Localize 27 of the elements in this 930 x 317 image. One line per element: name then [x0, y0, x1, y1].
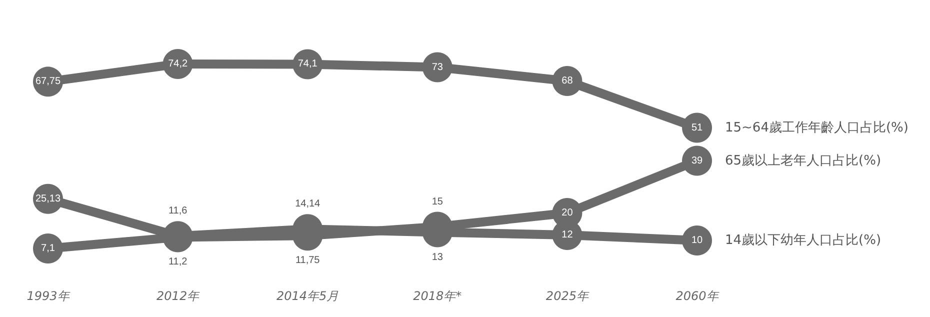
data-label: 7,1: [41, 242, 56, 254]
x-tick-label: 2025年: [546, 289, 590, 303]
series-label: 65歲以上老年人口占比(%): [725, 153, 882, 168]
x-tick-label: 1993年: [26, 289, 70, 303]
series-label: 15~64歲工作年齡人口占比(%): [725, 120, 908, 136]
data-label: 74,2: [168, 58, 188, 70]
x-tick-label: 2018年*: [413, 289, 462, 303]
data-label: 11,75: [295, 255, 320, 266]
data-label: 15: [432, 196, 444, 208]
data-label: 25,13: [35, 193, 61, 204]
data-label: 20: [562, 208, 574, 218]
data-label: 67,75: [35, 76, 61, 88]
x-tick-label: 2012年: [156, 289, 200, 303]
data-label: 11,6: [168, 206, 188, 217]
data-label: 39: [691, 155, 703, 166]
data-label: 12: [562, 230, 574, 240]
x-tick-label: 2060年: [676, 289, 720, 303]
data-label: 74,1: [298, 58, 318, 70]
x-tick-label: 2014年5月: [276, 289, 339, 303]
data-label: 68: [562, 76, 574, 86]
data-label: 14,14: [295, 198, 321, 210]
data-label: 13: [432, 252, 444, 263]
data-label: 10: [691, 235, 703, 246]
series-label: 14歲以下幼年人口占比(%): [725, 233, 882, 248]
data-label: 11,2: [168, 256, 188, 268]
data-label: 73: [432, 62, 444, 73]
data-label: 51: [691, 122, 703, 134]
